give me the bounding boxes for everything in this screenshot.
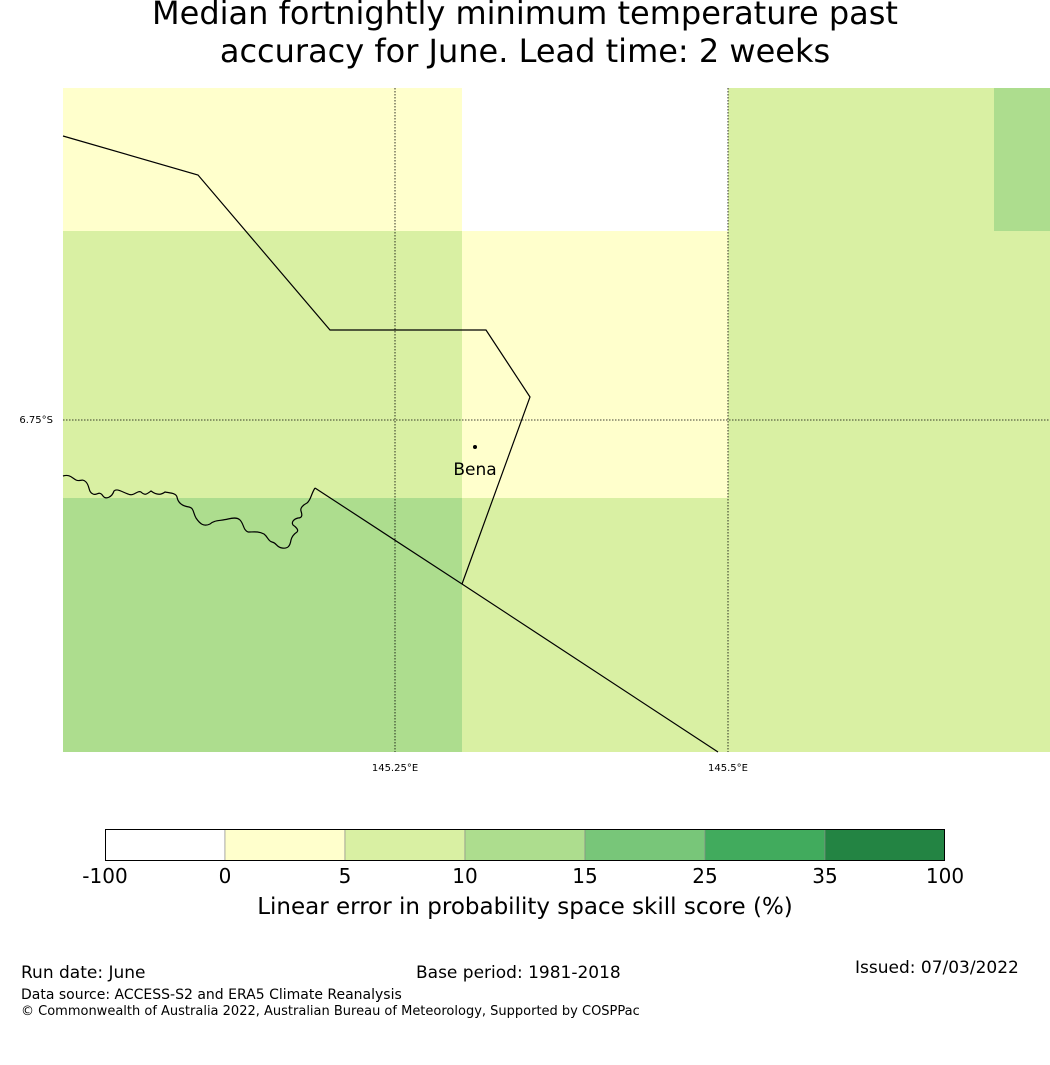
map-title-line-2: accuracy for June. Lead time: 2 weeks <box>219 32 831 70</box>
colorbar-tick-label: 15 <box>572 864 598 888</box>
grid-cell-r0-c0 <box>63 88 462 231</box>
colorbar-segment-1 <box>224 829 346 861</box>
colorbar-segment-0 <box>105 829 226 861</box>
run-date: Run date: June <box>21 963 146 983</box>
colorbar-segment-6 <box>824 829 945 861</box>
colorbar-tick-label: 100 <box>925 864 965 888</box>
grid-cell-r0-c3 <box>994 88 1050 231</box>
colorbar <box>105 829 945 861</box>
skill-score-map: Bena 6.75°S 145.25°E 145.5°E <box>19 88 1050 774</box>
data-source: Data source: ACCESS-S2 and ERA5 Climate … <box>21 987 402 1003</box>
colorbar-segment-2 <box>344 829 466 861</box>
copyright: © Commonwealth of Australia 2022, Austra… <box>21 1004 640 1019</box>
grid-cell-r0-c2 <box>728 88 994 231</box>
colorbar-ticks: -100 0 5 10 15 25 35 100 <box>0 864 1050 890</box>
colorbar-tick-label: 5 <box>338 864 352 888</box>
colorbar-segment-4 <box>584 829 706 861</box>
issued-date: Issued: 07/03/2022 <box>855 958 1019 978</box>
grid-cell-r2-c2 <box>728 498 1050 752</box>
colorbar-label: Linear error in probability space skill … <box>257 894 793 920</box>
colorbar-tick-label: 35 <box>812 864 838 888</box>
colorbar-segment-5 <box>704 829 826 861</box>
colorbar-tick-label: 25 <box>692 864 718 888</box>
colorbar-tick-label: 0 <box>218 864 232 888</box>
longitude-label-145-25e: 145.25°E <box>372 763 418 774</box>
latitude-label-6-75s: 6.75°S <box>19 415 53 426</box>
grid-cell-r2-c0 <box>63 498 462 752</box>
grid-cell-r1-c2 <box>728 231 1050 498</box>
boundaries <box>62 135 719 753</box>
colorbar-border <box>105 829 945 861</box>
bena-place-label: Bena <box>453 460 496 480</box>
colorbar-segment-3 <box>464 829 586 861</box>
colorbar-tick-label: -100 <box>82 864 128 888</box>
base-period: Base period: 1981-2018 <box>416 963 621 983</box>
colorbar-tick-label: 10 <box>452 864 478 888</box>
map-title-line-1: Median fortnightly minimum temperature p… <box>152 0 898 32</box>
grid-cell-r1-c1 <box>462 231 728 498</box>
grid-cell-r1-c0 <box>63 231 462 498</box>
grid-cell-r2-c1 <box>462 498 728 752</box>
province-boundary-north <box>62 135 531 585</box>
province-boundary-south <box>314 487 719 753</box>
bena-location-marker <box>473 445 477 449</box>
map-title: Median fortnightly minimum temperature p… <box>0 0 1050 70</box>
longitude-label-145-5e: 145.5°E <box>708 763 748 774</box>
river-boundary <box>62 474 316 549</box>
graticule <box>63 88 1050 752</box>
